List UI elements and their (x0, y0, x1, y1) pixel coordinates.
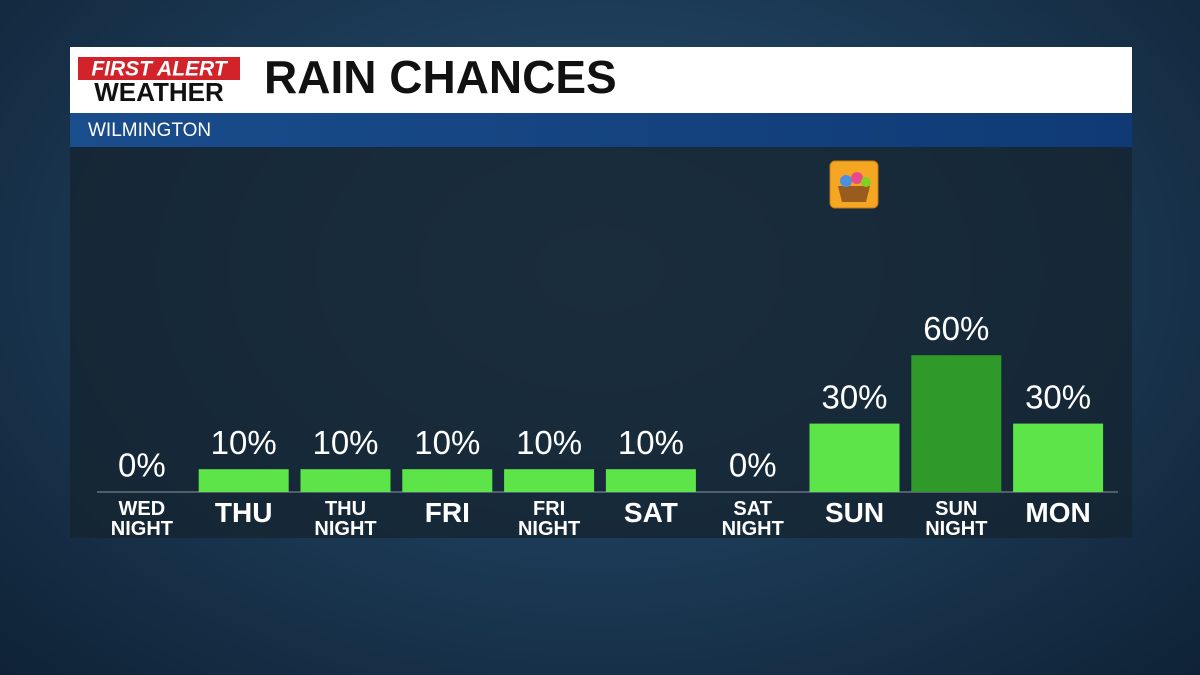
category-label: THU (214, 497, 273, 528)
location-bar (70, 113, 1132, 147)
bar (504, 469, 595, 492)
title: RAIN CHANCES (264, 51, 617, 103)
category-label: FRI (424, 497, 470, 528)
value-label: 0% (729, 447, 777, 484)
category-label: SUN NIGHT (925, 498, 988, 540)
bar (1013, 423, 1104, 492)
value-label: 10% (618, 424, 684, 461)
category-label: MON (1025, 497, 1091, 528)
basket-icon (829, 160, 879, 209)
location: WILMINGTON (88, 120, 211, 141)
bar (809, 423, 900, 492)
value-label: 10% (516, 424, 582, 461)
bar (198, 469, 289, 492)
logo-top: FIRST ALERT (91, 58, 229, 81)
category-label: FRI NIGHT (517, 498, 581, 540)
value-label: 30% (1025, 378, 1091, 415)
value-label: 30% (821, 378, 887, 415)
category-label: WED NIGHT (110, 498, 173, 540)
bar (300, 469, 391, 492)
value-label: 10% (211, 424, 277, 461)
bar (605, 469, 696, 492)
bar (911, 355, 1002, 492)
bar (402, 469, 493, 492)
category-label: SAT (623, 497, 678, 528)
logo-bottom: WEATHER (94, 77, 224, 107)
value-label: 10% (414, 424, 480, 461)
category-label: THU NIGHT (314, 498, 377, 540)
value-label: 0% (118, 447, 166, 484)
logo-badge (78, 57, 240, 80)
header-bar (70, 47, 1132, 113)
value-label: 60% (923, 310, 989, 347)
category-label: SUN (824, 497, 885, 528)
value-label: 10% (312, 424, 378, 461)
category-label: SAT NIGHT (721, 498, 784, 540)
